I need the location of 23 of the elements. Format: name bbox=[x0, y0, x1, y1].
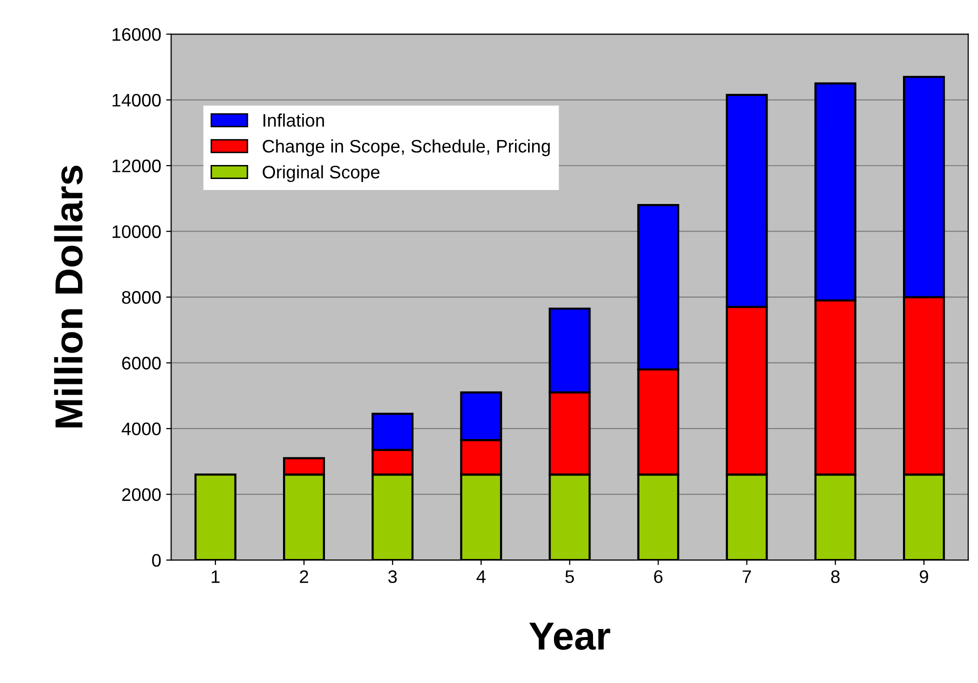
y-tick-label: 14000 bbox=[112, 94, 161, 107]
x-tick-label: 5 bbox=[565, 570, 574, 584]
y-axis-title: Million Dollars bbox=[54, 166, 83, 428]
x-tick-label: 8 bbox=[831, 570, 840, 584]
x-tick-label: 7 bbox=[742, 570, 751, 583]
legend-label: Original Scope bbox=[262, 165, 380, 182]
legend-label: Change in Scope, Schedule, Pricing bbox=[262, 139, 550, 156]
x-axis-title: Year bbox=[529, 622, 610, 650]
y-tick-label: 0 bbox=[152, 554, 161, 567]
x-tick-label: 2 bbox=[300, 570, 308, 583]
y-tick-label: 16000 bbox=[112, 28, 161, 41]
x-tick-label: 3 bbox=[388, 570, 397, 584]
y-tick-label: 12000 bbox=[112, 160, 161, 172]
legend-label: Inflation bbox=[264, 114, 324, 127]
x-tick-label: 9 bbox=[920, 570, 928, 584]
y-tick-label: 10000 bbox=[112, 225, 161, 238]
y-tick-label: 4000 bbox=[122, 422, 161, 436]
x-tick-label: 6 bbox=[654, 570, 662, 584]
y-tick-label: 6000 bbox=[122, 356, 161, 370]
y-tick-label: 8000 bbox=[122, 291, 161, 304]
x-tick-label: 4 bbox=[476, 570, 486, 583]
x-tick-label: 1 bbox=[212, 570, 220, 583]
y-tick-label: 2000 bbox=[122, 488, 161, 502]
